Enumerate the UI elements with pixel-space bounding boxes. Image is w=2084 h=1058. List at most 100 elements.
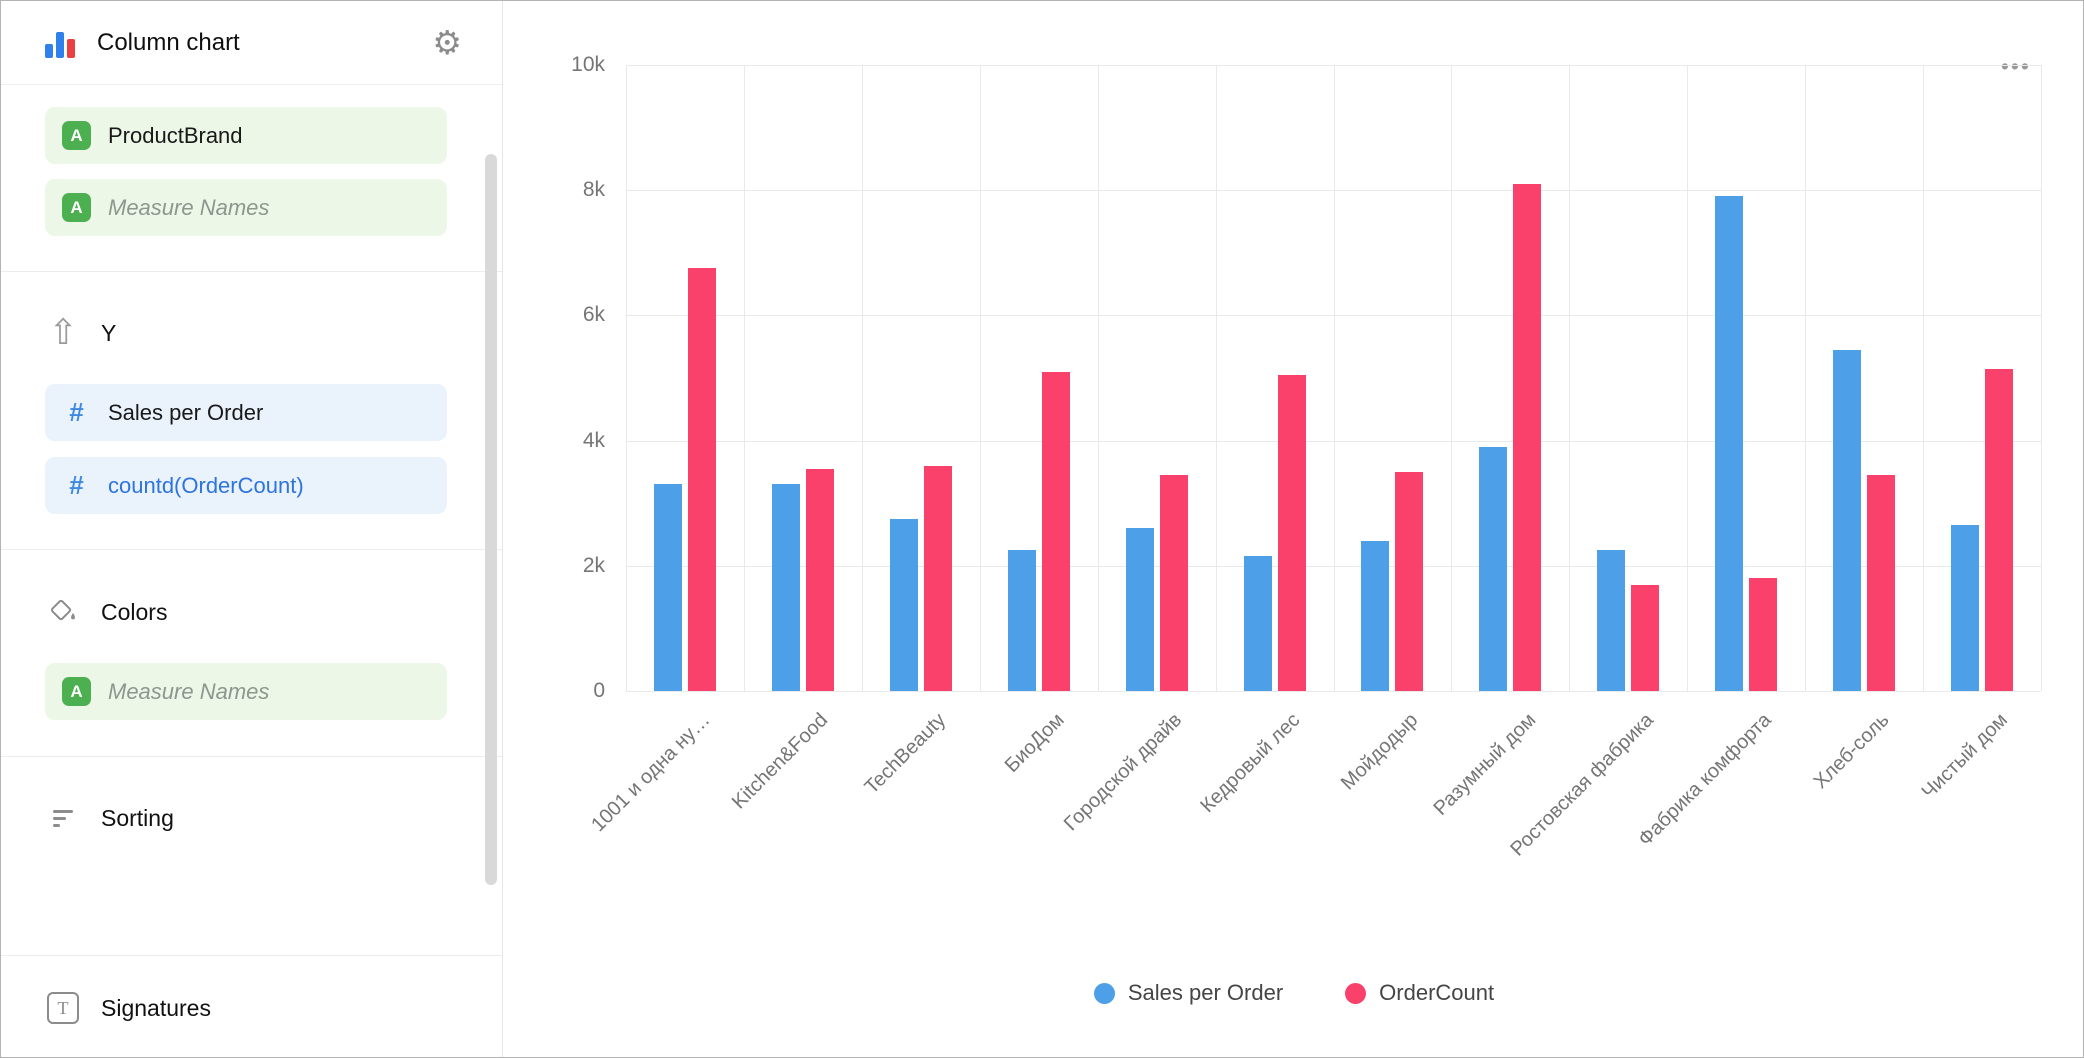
bar-sales-per-order[interactable] bbox=[1007, 550, 1036, 691]
measure-type-icon: # bbox=[69, 470, 84, 500]
bar-ordercount[interactable] bbox=[805, 468, 834, 691]
sorting-section-header[interactable]: Sorting bbox=[45, 792, 174, 844]
x-axis-tick-label: Кедровый лес bbox=[1196, 709, 1305, 818]
gridline-vertical bbox=[2041, 65, 2042, 691]
bar-ordercount[interactable] bbox=[1985, 368, 2014, 691]
y-axis-tick-label: 8k bbox=[582, 178, 605, 202]
bar-sales-per-order[interactable] bbox=[1243, 556, 1272, 691]
legend-dot bbox=[1093, 982, 1115, 1004]
gridline-vertical bbox=[1451, 65, 1453, 691]
x-axis-tick-label: Городской драйв bbox=[1059, 709, 1187, 836]
legend-dot bbox=[1345, 982, 1367, 1004]
field-pill-measure-names[interactable]: A Measure Names bbox=[45, 179, 447, 236]
sidebar-header: Column chart ⚙ bbox=[1, 1, 502, 85]
bar-sales-per-order[interactable] bbox=[1479, 446, 1508, 691]
gridline-horizontal bbox=[626, 65, 2041, 66]
field-pill-colors-measure-names[interactable]: A Measure Names bbox=[45, 663, 447, 720]
bar-ordercount[interactable] bbox=[923, 465, 952, 691]
gridline-horizontal bbox=[626, 315, 2041, 317]
colors-section-header: Colors bbox=[45, 586, 167, 638]
y-section-label: Y bbox=[101, 319, 117, 346]
y-axis-tick-label: 2k bbox=[582, 553, 605, 577]
gridline-vertical bbox=[861, 65, 863, 691]
legend-item[interactable]: Sales per Order bbox=[1093, 980, 1284, 1006]
dimension-type-icon: A bbox=[62, 677, 91, 706]
bar-sales-per-order[interactable] bbox=[1361, 540, 1390, 691]
section-divider bbox=[1, 271, 502, 272]
field-pill-countd-ordercount[interactable]: # countd(OrderCount) bbox=[45, 457, 447, 514]
bar-ordercount[interactable] bbox=[1041, 371, 1070, 691]
gridline-vertical bbox=[1923, 65, 1925, 691]
field-label-countd-ordercount: countd(OrderCount) bbox=[108, 472, 304, 498]
sorting-icon bbox=[45, 802, 81, 834]
chart-settings-sidebar: Column chart ⚙ A ProductBrand A Measure … bbox=[1, 1, 503, 1057]
bar-sales-per-order[interactable] bbox=[1833, 349, 1862, 691]
bar-sales-per-order[interactable] bbox=[771, 484, 800, 691]
legend-label: Sales per Order bbox=[1127, 980, 1284, 1005]
y-axis-tick-label: 6k bbox=[582, 303, 605, 327]
chart-legend: Sales per Order OrderCount bbox=[503, 980, 2083, 1006]
legend-item[interactable]: OrderCount bbox=[1345, 980, 1494, 1006]
gridline-vertical bbox=[1333, 65, 1335, 691]
bar-ordercount[interactable] bbox=[1513, 183, 1542, 691]
gridline-horizontal bbox=[626, 440, 2041, 442]
section-divider bbox=[1, 549, 502, 550]
gridline-horizontal bbox=[626, 190, 2041, 192]
plot-area: 0 2k 4k 6k 8k 10k 1001 и одна ну… Kitchen&Food T… bbox=[571, 53, 2042, 861]
paint-bucket-icon bbox=[45, 596, 81, 628]
y-axis-tick-label: 10k bbox=[571, 53, 605, 76]
x-axis-tick-label: Хлеб-соль bbox=[1809, 709, 1894, 794]
measure-type-icon: # bbox=[69, 397, 84, 427]
gridline-vertical bbox=[743, 65, 745, 691]
y-axis-tick-label: 4k bbox=[582, 428, 605, 452]
gridline-vertical bbox=[1687, 65, 1689, 691]
field-pill-productbrand[interactable]: A ProductBrand bbox=[45, 107, 447, 164]
dimension-type-icon: A bbox=[62, 121, 91, 150]
legend-label: OrderCount bbox=[1379, 980, 1495, 1005]
gridline-vertical bbox=[1569, 65, 1571, 691]
sorting-section-label: Sorting bbox=[101, 804, 174, 831]
sidebar-scrollbar[interactable] bbox=[485, 154, 497, 885]
bar-ordercount[interactable] bbox=[1631, 584, 1660, 691]
field-label-measure-names: Measure Names bbox=[108, 194, 270, 220]
gridline-vertical bbox=[1097, 65, 1099, 691]
signatures-section-label: Signatures bbox=[101, 994, 211, 1021]
x-axis-tick-label: 1001 и одна ну… bbox=[587, 709, 715, 837]
x-axis-tick-label: Разумный дом bbox=[1429, 709, 1540, 820]
field-pill-sales-per-order[interactable]: # Sales per Order bbox=[45, 384, 447, 441]
more-menu-button[interactable]: ••• bbox=[2000, 53, 2031, 79]
gridline-vertical bbox=[1215, 65, 1217, 691]
bar-sales-per-order[interactable] bbox=[653, 484, 682, 691]
text-label-icon: T bbox=[45, 992, 81, 1024]
x-axis-tick-label: Чистый дом bbox=[1917, 709, 2012, 804]
bar-ordercount[interactable] bbox=[1159, 475, 1188, 691]
settings-gear-icon[interactable]: ⚙ bbox=[432, 23, 462, 62]
field-label-sales-per-order: Sales per Order bbox=[108, 399, 264, 425]
signatures-section-header[interactable]: T Signatures bbox=[45, 982, 211, 1034]
x-axis-tick-label: БиоДом bbox=[1000, 709, 1069, 777]
bar-ordercount[interactable] bbox=[1867, 475, 1896, 691]
y-axis-section-header: ⇧ Y bbox=[45, 307, 116, 359]
bar-ordercount[interactable] bbox=[1395, 471, 1424, 691]
bar-ordercount[interactable] bbox=[687, 268, 716, 691]
section-divider bbox=[1, 756, 502, 757]
bar-ordercount[interactable] bbox=[1749, 578, 1778, 691]
bar-sales-per-order[interactable] bbox=[1597, 550, 1626, 691]
bar-ordercount[interactable] bbox=[1277, 374, 1306, 691]
column-chart-icon bbox=[45, 28, 77, 58]
bar-sales-per-order[interactable] bbox=[889, 518, 918, 691]
x-axis-tick-label: Kitchen&Food bbox=[728, 709, 833, 814]
bar-sales-per-order[interactable] bbox=[1715, 196, 1744, 691]
chart-area: ••• 0 2k 4k 6k 8k 10k 1001 и одна ну… Kitchen&F… bbox=[503, 1, 2083, 1057]
bar-sales-per-order[interactable] bbox=[1951, 525, 1980, 691]
chart-type-selector[interactable]: Column chart bbox=[45, 28, 240, 58]
x-axis-tick-label: Мойдодыр bbox=[1336, 709, 1423, 795]
bar-sales-per-order[interactable] bbox=[1125, 528, 1154, 691]
gridline-horizontal bbox=[626, 691, 2041, 692]
section-divider bbox=[1, 955, 502, 956]
arrow-up-icon: ⇧ bbox=[48, 312, 78, 353]
field-label-measure-names: Measure Names bbox=[108, 678, 270, 704]
colors-section-label: Colors bbox=[101, 598, 168, 625]
x-axis-tick-label: Фабрика комфорта bbox=[1634, 709, 1776, 851]
